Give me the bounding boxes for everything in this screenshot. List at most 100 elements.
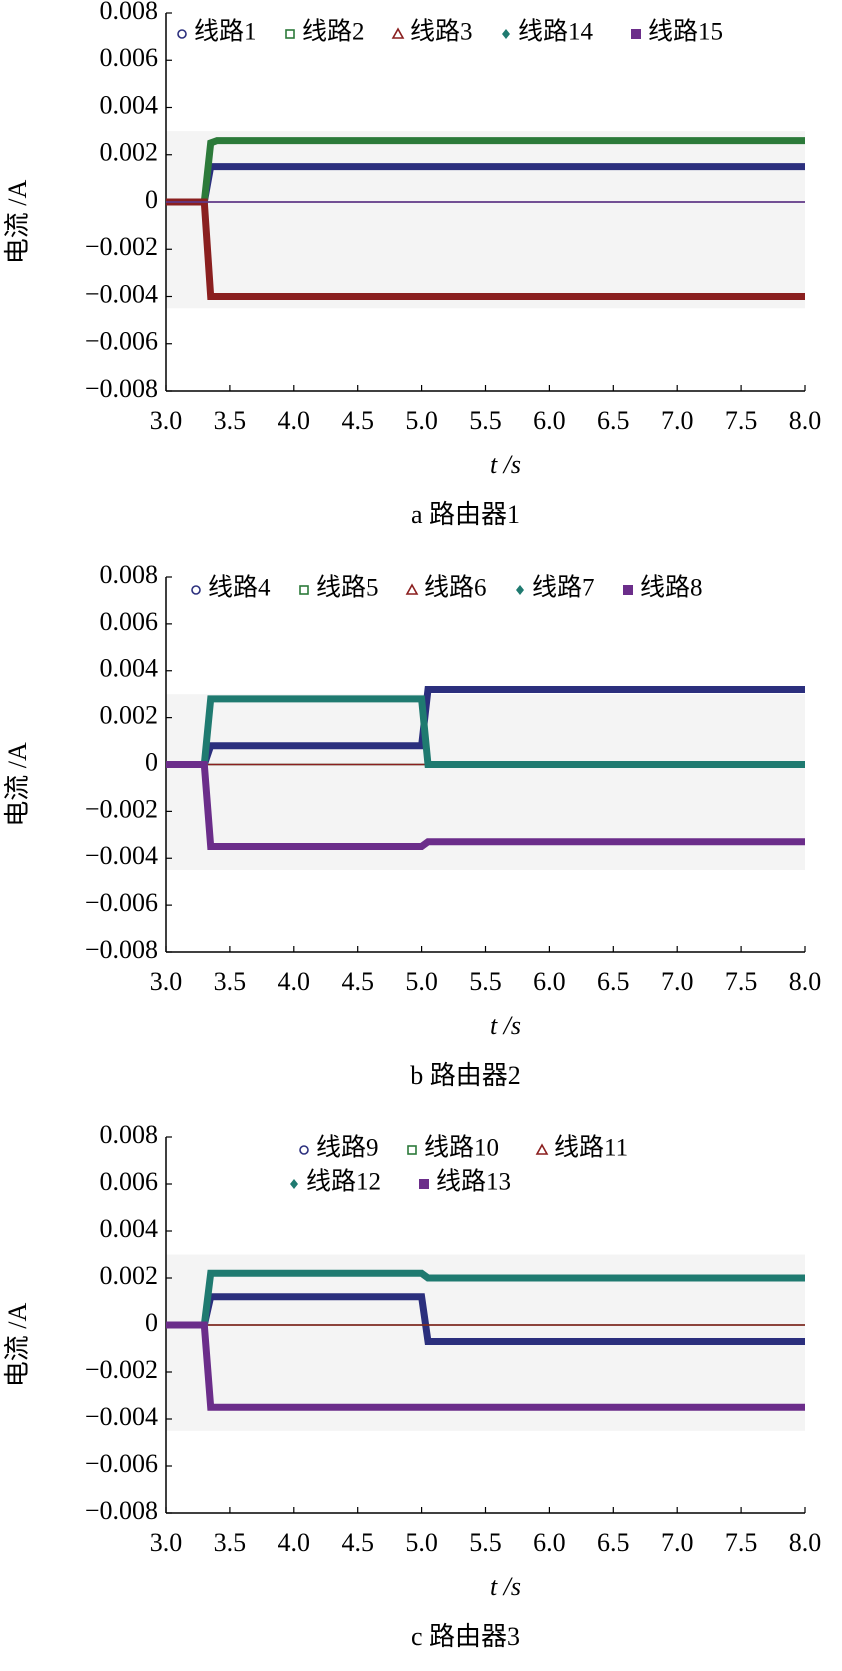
legend-marker [631,29,641,39]
y-tick-label: −0.002 [85,794,158,823]
legend-label: 线路2 [302,18,365,46]
legend-label: 线路14 [518,18,594,46]
legend-marker [502,29,510,39]
x-tick-label: 4.0 [278,406,311,435]
legend-label: 线路13 [436,1168,511,1196]
legend-label: 线路3 [410,18,473,46]
legend-marker [177,29,187,39]
y-tick-label: 0.004 [100,90,159,119]
y-tick-label: −0.004 [85,1402,158,1431]
y-tick-label: 0.006 [100,607,159,636]
x-tick-label: 5.0 [405,967,438,996]
y-tick-label: −0.008 [85,1496,158,1525]
legend-marker [516,585,524,595]
x-tick-label: 6.5 [597,406,630,435]
x-tick-label: 3.5 [214,406,247,435]
subplot: 0.008 0.006 0.004 0.002 0 −0.002 −0.004 −0.006 −… [3,1120,821,1651]
y-tick-label: −0.006 [85,888,158,917]
x-tick-label: 3.0 [150,1528,183,1557]
legend-marker [191,585,201,595]
legend-label: 线路15 [648,18,723,46]
y-tick-label: 0 [145,747,158,776]
x-tick-label: 6.5 [597,1528,630,1557]
legend-marker [623,585,633,595]
legend-label: 线路4 [208,574,271,602]
x-tick-label: 5.5 [469,967,502,996]
x-tick-label: 5.5 [469,406,502,435]
y-axis-label: 电流 /A [3,1303,32,1388]
x-tick-label: 6.5 [597,967,630,996]
x-axis-label: t /s [490,450,521,479]
x-tick-label: 4.0 [278,1528,311,1557]
legend-marker [290,1179,298,1189]
y-tick-label: −0.002 [85,232,158,261]
x-tick-label: 7.5 [725,1528,758,1557]
y-tick-label: 0.008 [100,560,159,589]
x-tick-label: 5.5 [469,1528,502,1557]
legend-marker [535,1143,549,1155]
y-tick-label: 0.008 [100,0,159,25]
y-axis-label: 电流 /A [3,180,32,265]
legend-marker [419,1179,429,1189]
caption: b 路由器2 [410,1061,521,1090]
x-tick-label: 7.0 [661,1528,694,1557]
y-tick-label: −0.004 [85,279,158,308]
x-tick-label: 6.0 [533,1528,566,1557]
x-tick-label: 3.0 [150,406,183,435]
y-tick-label: 0.004 [100,654,159,683]
x-tick-label: 5.0 [405,406,438,435]
y-tick-label: 0 [145,185,158,214]
y-tick-label: 0.006 [100,1167,159,1196]
x-tick-label: 7.0 [661,406,694,435]
y-tick-label: −0.004 [85,841,158,870]
x-axis-label: t /s [490,1011,521,1040]
x-tick-label: 8.0 [789,1528,822,1557]
y-tick-label: −0.006 [85,1449,158,1478]
y-tick-label: 0.002 [100,138,159,167]
x-tick-label: 6.0 [533,967,566,996]
x-tick-label: 4.0 [278,967,311,996]
x-tick-label: 3.5 [214,1528,247,1557]
legend-label: 线路9 [316,1134,379,1162]
y-tick-label: 0.006 [100,43,159,72]
caption: a 路由器1 [411,500,520,529]
x-axis-label: t /s [490,1572,521,1601]
y-tick-label: 0.002 [100,1261,159,1290]
x-tick-label: 3.5 [214,967,247,996]
y-tick-label: 0.008 [100,1120,159,1149]
legend-marker [407,1145,417,1155]
legend-label: 线路8 [640,574,703,602]
x-tick-label: 8.0 [789,406,822,435]
x-tick-label: 7.5 [725,967,758,996]
x-tick-label: 7.5 [725,406,758,435]
y-tick-label: −0.008 [85,374,158,403]
y-tick-label: −0.002 [85,1355,158,1384]
y-tick-label: 0 [145,1308,158,1337]
legend-label: 线路7 [532,574,595,602]
y-tick-label: −0.006 [85,327,158,356]
series-line [166,1321,805,1411]
legend-label: 线路12 [306,1168,381,1196]
legend-label: 线路1 [194,18,257,46]
legend-marker [299,1145,309,1155]
x-tick-label: 5.0 [405,1528,438,1557]
x-tick-label: 4.5 [341,406,374,435]
plot-shading [166,131,805,309]
legend-marker [405,583,419,595]
x-tick-label: 8.0 [789,967,822,996]
legend-label: 线路11 [554,1134,628,1162]
legend-label: 线路5 [316,574,379,602]
y-tick-label: 0.002 [100,701,159,730]
legend-label: 线路6 [424,574,487,602]
y-tick-label: 0.004 [100,1214,159,1243]
subplot: 0.008 0.006 0.004 0.002 0 −0.002 −0.004 −0.006 −… [3,560,821,1090]
legend-marker [391,27,405,39]
subplot: 0.008 0.006 0.004 0.002 0 −0.002 −0.004 −0.006 −… [3,0,821,529]
x-tick-label: 7.0 [661,967,694,996]
x-tick-label: 4.5 [341,1528,374,1557]
legend-marker [299,585,309,595]
x-tick-label: 6.0 [533,406,566,435]
x-tick-label: 4.5 [341,967,374,996]
